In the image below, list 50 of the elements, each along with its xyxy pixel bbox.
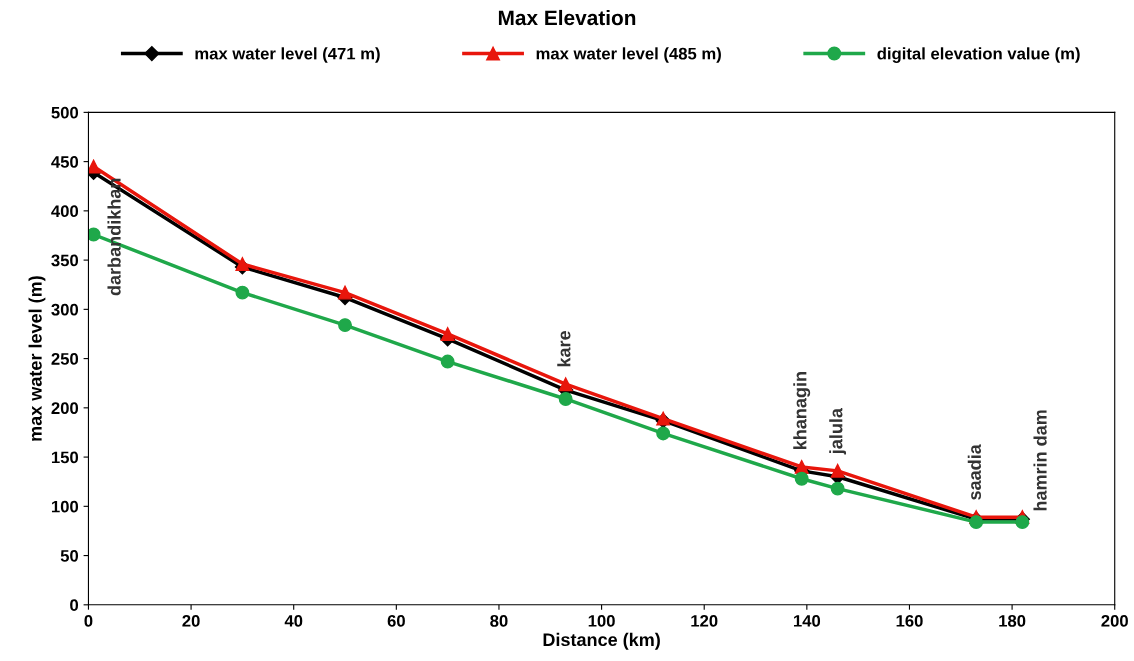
legend-label: max water level (471 m) xyxy=(195,47,380,63)
y-tick-label: 200 xyxy=(51,402,79,415)
x-tick-label: 20 xyxy=(182,614,200,627)
annotation: kare xyxy=(557,331,571,367)
x-tick-label: 0 xyxy=(84,614,93,627)
point xyxy=(338,285,352,300)
legend-label: max water level (485 m) xyxy=(536,47,721,63)
y-tick-label: 350 xyxy=(51,254,79,267)
point xyxy=(88,227,101,242)
y-tick-label: 400 xyxy=(51,205,79,218)
point xyxy=(830,481,845,496)
point xyxy=(558,377,573,392)
point xyxy=(969,515,984,530)
y-axis-title: max water level (m) xyxy=(28,276,46,441)
x-tick-label: 40 xyxy=(284,614,303,627)
x-tick-label: 120 xyxy=(691,614,718,627)
y-tick-label: 100 xyxy=(51,500,79,513)
legend-label: digital elevation value (m) xyxy=(877,47,1080,63)
x-tick-label: 80 xyxy=(490,614,508,627)
annotation: saadia xyxy=(967,444,982,500)
annotation: darbandikhan xyxy=(107,178,121,296)
x-tick-label: 140 xyxy=(793,614,821,627)
y-tick-label: 50 xyxy=(60,549,79,562)
point xyxy=(794,471,809,486)
y-tick-label: 150 xyxy=(51,451,79,464)
point xyxy=(656,426,671,441)
point xyxy=(440,327,455,341)
x-tick-label: 100 xyxy=(588,614,615,627)
annotation: hamrin dam xyxy=(1033,410,1047,511)
chart-title: Max Elevation xyxy=(498,9,636,26)
point xyxy=(1015,515,1030,530)
annotation: khanagin xyxy=(793,372,811,449)
annotation: jalula xyxy=(829,407,847,455)
x-tick-label: 160 xyxy=(896,614,923,627)
point xyxy=(88,159,101,174)
y-tick-label: 300 xyxy=(51,303,79,316)
y-tick-label: 450 xyxy=(51,156,79,168)
x-axis-title: Distance (km) xyxy=(543,632,660,650)
y-tick-label: 0 xyxy=(70,599,79,612)
point xyxy=(338,318,352,333)
y-tick-label: 250 xyxy=(51,352,79,365)
point xyxy=(558,392,573,406)
point xyxy=(440,354,455,369)
x-tick-label: 180 xyxy=(999,614,1026,627)
point xyxy=(235,285,250,300)
y-tick-label: 500 xyxy=(51,106,79,119)
x-tick-label: 60 xyxy=(387,614,405,627)
point xyxy=(235,257,250,271)
x-tick-label: 200 xyxy=(1101,614,1128,627)
point xyxy=(830,463,845,478)
